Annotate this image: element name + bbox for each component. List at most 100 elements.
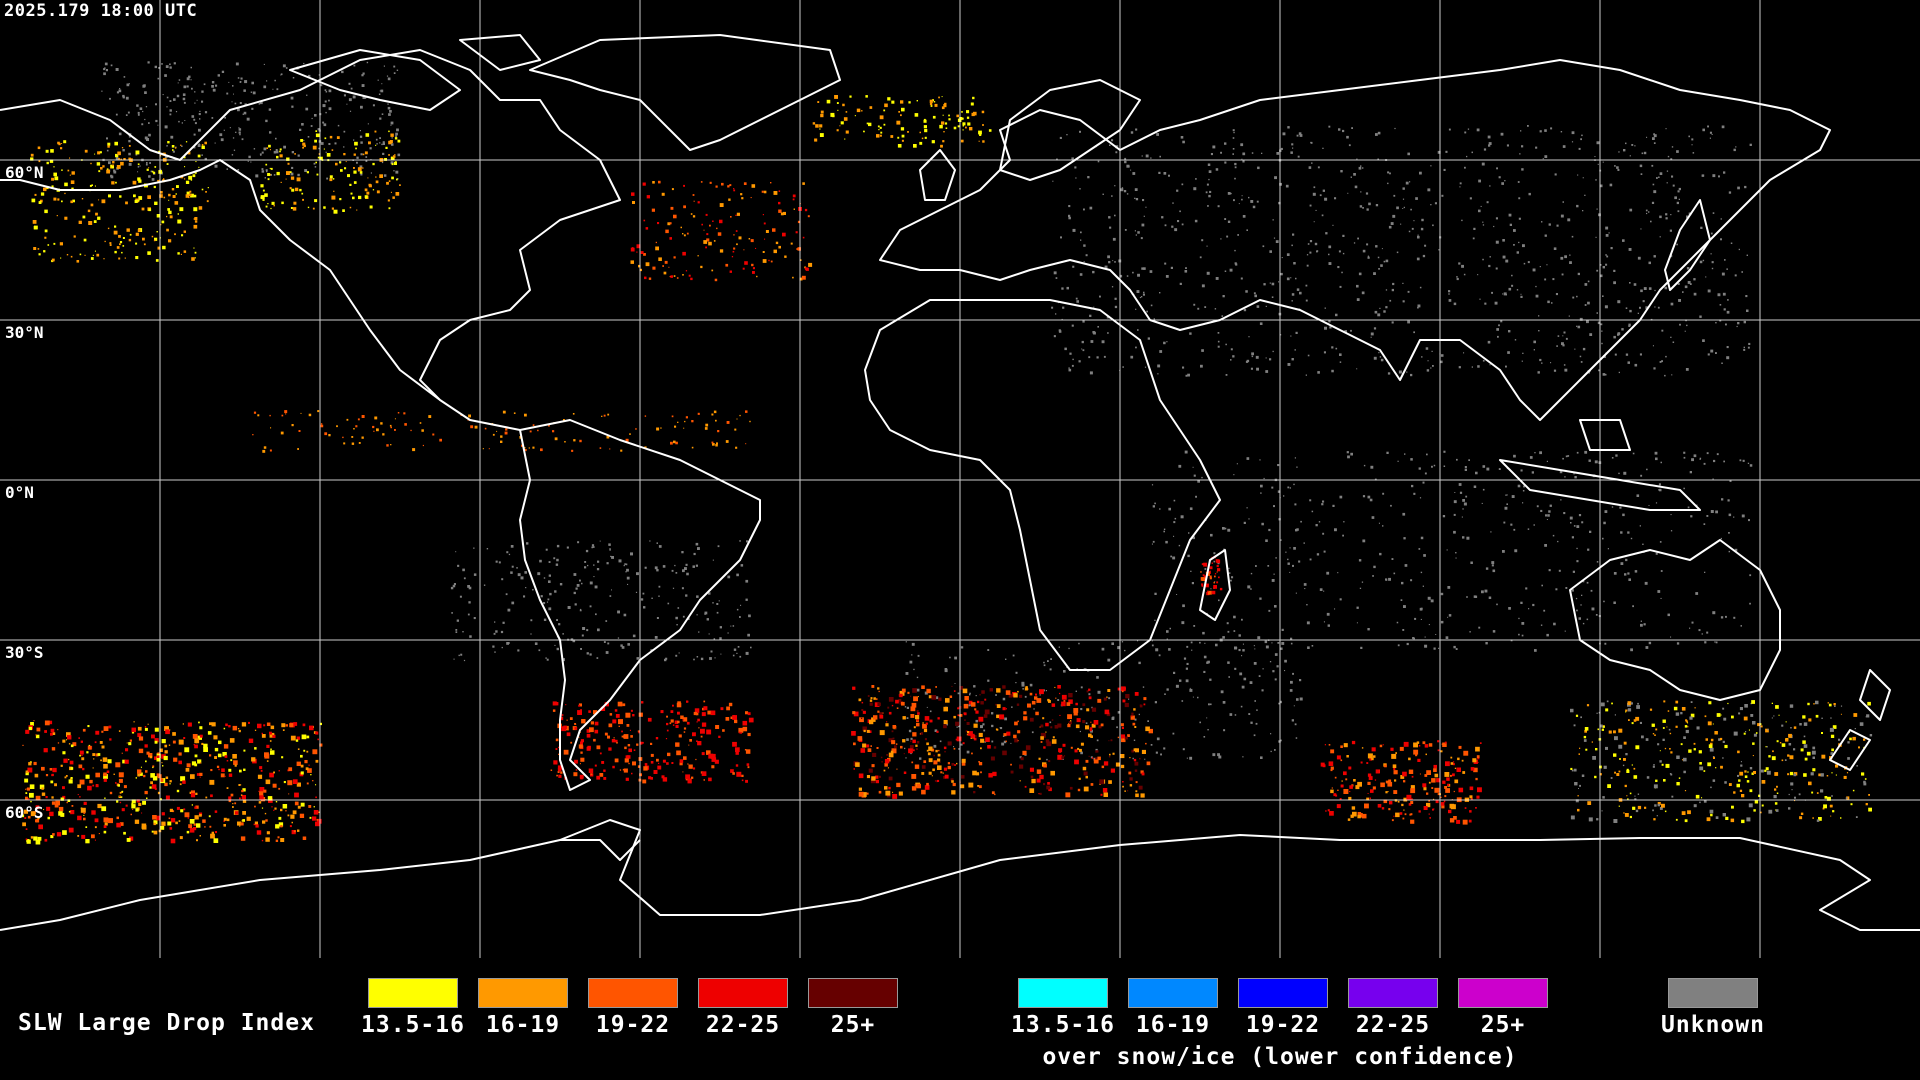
cloud-pixel (1670, 158, 1673, 161)
cloud-pixel (20, 809, 23, 812)
cloud-pixel (1280, 273, 1282, 276)
cloud-pixel (343, 130, 346, 133)
cloud-pixel (131, 802, 134, 805)
cloud-pixel (1702, 128, 1705, 132)
cloud-pixel (944, 102, 947, 106)
cloud-pixel (887, 706, 890, 709)
cloud-pixel (1143, 267, 1146, 270)
cloud-pixel (378, 93, 381, 95)
cloud-pixel (241, 138, 244, 141)
cloud-pixel (1161, 216, 1164, 219)
cloud-pixel (1518, 217, 1521, 220)
cloud-pixel (973, 737, 977, 741)
cloud-pixel (125, 114, 128, 116)
cloud-pixel (635, 591, 638, 593)
cloud-pixel (229, 127, 231, 129)
cloud-pixel (1132, 722, 1136, 726)
cloud-pixel (1867, 701, 1871, 706)
cloud-pixel (762, 259, 767, 263)
cloud-pixel (1280, 647, 1283, 650)
cloud-pixel (1334, 528, 1337, 532)
cloud-pixel (556, 558, 559, 562)
cloud-pixel (989, 688, 993, 692)
cloud-pixel (1391, 819, 1394, 822)
cloud-pixel (1431, 787, 1434, 789)
cloud-pixel (175, 111, 178, 113)
cloud-pixel (956, 762, 958, 765)
cloud-pixel (701, 752, 705, 756)
cloud-pixel (666, 715, 668, 718)
cloud-pixel (1210, 153, 1213, 156)
cloud-pixel (151, 784, 157, 789)
cloud-pixel (147, 251, 151, 255)
cloud-pixel (375, 138, 378, 141)
cloud-pixel (1283, 495, 1285, 497)
cloud-pixel (1714, 731, 1718, 735)
cloud-pixel (1053, 335, 1056, 338)
cloud-pixel (888, 738, 893, 743)
cloud-pixel (1292, 233, 1295, 236)
cloud-pixel (1710, 813, 1713, 817)
cloud-pixel (596, 775, 601, 780)
cloud-pixel (197, 154, 201, 158)
cloud-pixel (876, 747, 879, 749)
cloud-pixel (964, 696, 969, 701)
cloud-pixel (618, 725, 620, 727)
cloud-pixel (41, 787, 44, 790)
cloud-pixel (314, 139, 317, 143)
cloud-pixel (620, 644, 623, 647)
cloud-pixel (1164, 693, 1166, 695)
cloud-pixel (262, 820, 266, 824)
cloud-pixel (132, 808, 134, 810)
cloud-pixel (1387, 171, 1390, 174)
cloud-pixel (382, 141, 385, 144)
cloud-pixel (1331, 369, 1334, 373)
cloud-pixel (319, 722, 322, 726)
cloud-pixel (95, 730, 100, 735)
cloud-pixel (1744, 185, 1747, 189)
cloud-pixel (1201, 349, 1204, 352)
cloud-pixel (1017, 730, 1021, 734)
cloud-pixel (1300, 520, 1302, 523)
cloud-pixel (710, 710, 716, 716)
cloud-pixel (160, 191, 163, 194)
cloud-pixel (1431, 350, 1433, 352)
cloud-pixel (1121, 737, 1126, 743)
cloud-pixel (1120, 188, 1124, 192)
cloud-pixel (834, 95, 838, 99)
cloud-pixel (1521, 145, 1524, 148)
cloud-pixel (51, 796, 54, 799)
cloud-pixel (1366, 243, 1369, 246)
cloud-pixel (318, 147, 320, 150)
cloud-pixel (1117, 736, 1120, 739)
cloud-pixel (122, 237, 125, 239)
cloud-pixel (1254, 648, 1256, 650)
cloud-pixel (228, 768, 232, 772)
cloud-pixel (1351, 806, 1356, 810)
cloud-pixel (1627, 708, 1632, 712)
cloud-pixel (390, 133, 394, 137)
cloud-pixel (376, 143, 378, 145)
cloud-pixel (520, 576, 524, 580)
cloud-pixel (1571, 141, 1574, 143)
cloud-pixel (152, 766, 154, 769)
cloud-pixel (1567, 455, 1570, 457)
cloud-pixel (283, 781, 286, 784)
cloud-pixel (1088, 696, 1092, 700)
cloud-pixel (621, 646, 625, 649)
cloud-pixel (282, 64, 286, 68)
cloud-pixel (394, 137, 398, 140)
cloud-pixel (962, 122, 966, 126)
cloud-pixel (1210, 533, 1213, 537)
cloud-pixel (973, 723, 978, 728)
cloud-pixel (1517, 181, 1520, 183)
cloud-pixel (320, 423, 323, 425)
cloud-pixel (580, 741, 583, 745)
cloud-pixel (388, 154, 390, 156)
cloud-pixel (563, 749, 569, 755)
cloud-pixel (1605, 254, 1607, 256)
cloud-pixel (1378, 268, 1380, 270)
cloud-pixel (1734, 274, 1737, 277)
cloud-pixel (1121, 726, 1124, 729)
cloud-pixel (1190, 570, 1192, 572)
